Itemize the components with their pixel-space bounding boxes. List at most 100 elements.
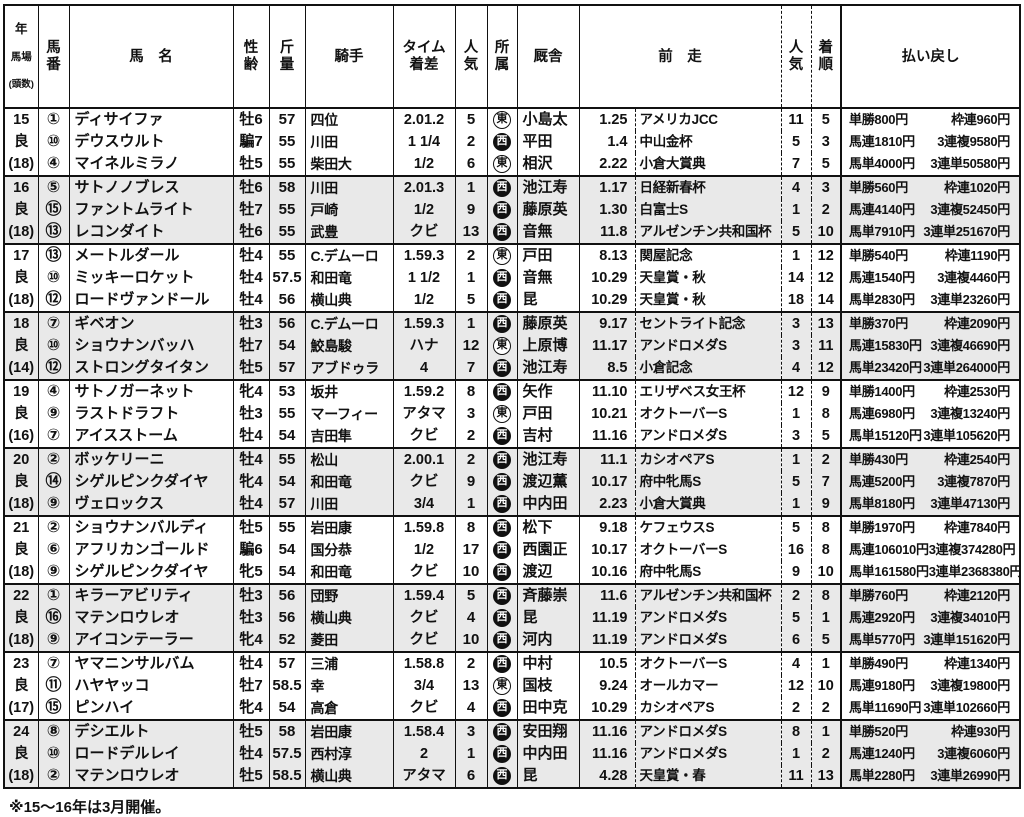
horse-name: メートルダール (68, 243, 234, 268)
time-margin: 1.59.4 (392, 583, 456, 608)
payout: 馬単15120円 3連単105620円 (840, 425, 1021, 449)
sex-age: 牡3 (232, 607, 270, 630)
popularity: 5 (454, 107, 488, 132)
stable: 西園正 (516, 539, 580, 562)
payout-pair: 単勝490円 枠連1340円 (843, 654, 1019, 675)
weight: 57.5 (268, 743, 306, 766)
track-condition: 良 (3, 539, 39, 562)
prev-race-name: ケフェウスS (634, 515, 782, 540)
payout-pair: 単勝760円 枠連2120円 (843, 586, 1019, 607)
prev-race-name: アメリカJCC (634, 107, 782, 132)
popularity: 8 (454, 379, 488, 404)
weight: 54 (268, 539, 306, 562)
prev-race-name: 日経新春杯 (634, 175, 782, 200)
payout-left: 馬単2280円 (849, 768, 915, 784)
result-row-17-1: 17 ⑬ メートルダール 牡4 55 C.デムーロ 1.59.3 2 東戸田 8.13 関屋記念 1 1… (3, 243, 1021, 268)
payout-right: 枠連1340円 (944, 656, 1010, 672)
west-affiliation-badge: 西 (493, 291, 511, 310)
west-affiliation-badge: 西 (493, 609, 511, 628)
prev-popularity: 5 (780, 471, 812, 494)
prev-race-name: 白富士S (634, 199, 782, 222)
payout-left: 馬単161580円 (849, 564, 929, 580)
prev-popularity: 1 (780, 243, 812, 268)
weight: 55 (268, 403, 306, 426)
prev-race-name: 天皇賞・秋 (634, 267, 782, 290)
prev-popularity: 12 (780, 379, 812, 404)
horse-name: ヤマニンサルバム (68, 651, 234, 676)
payout: 馬単5770円 3連単151620円 (840, 629, 1021, 653)
prev-finish: 8 (810, 403, 842, 426)
prev-popularity: 1 (780, 493, 812, 517)
jockey: 団野 (304, 583, 394, 608)
horse-name: ヴェロックス (68, 493, 234, 517)
result-row-17-3: (18) ⑫ ロードヴァンドール 牡4 56 横山典 1/2 5 西昆 10.29 天皇賞・秋 18 1… (3, 289, 1021, 313)
weight: 54 (268, 697, 306, 721)
stable: 藤原英 (516, 311, 580, 336)
prev-popularity: 4 (780, 651, 812, 676)
horse-name: ロードヴァンドール (68, 289, 234, 313)
affiliation: 西 (486, 697, 518, 721)
payout-pair: 馬連4140円 3連複52450円 (843, 199, 1019, 221)
prev-race-date: 10.17 (578, 471, 636, 494)
prev-race-date: 1.30 (578, 199, 636, 222)
horse-number: ② (37, 447, 70, 472)
payout-right: 3連単26990円 (930, 768, 1010, 784)
prev-race-name: 天皇賞・春 (634, 765, 782, 789)
payout-pair: 馬単11690円 3連単102660円 (843, 697, 1019, 719)
header-jockey: 騎手 (304, 4, 394, 110)
east-affiliation-badge: 東 (493, 247, 511, 266)
weight: 55 (268, 243, 306, 268)
field-size: (18) (3, 221, 39, 245)
horse-name: アイコンテーラー (68, 629, 234, 653)
prev-race-date: 1.25 (578, 107, 636, 132)
horse-number: ⑫ (37, 357, 70, 381)
weight: 58.5 (268, 675, 306, 698)
east-affiliation-badge: 東 (493, 677, 511, 696)
track-condition: 良 (3, 471, 39, 494)
payout-right: 3連複34010円 (930, 610, 1010, 626)
east-affiliation-badge: 東 (493, 337, 511, 356)
result-row-21-3: (18) ⑨ シゲルピンクダイヤ 牝5 54 和田竜 クビ 10 西渡辺 10.16 府中牝馬S 9 1… (3, 561, 1021, 585)
payout-right: 3連単105620円 (923, 428, 1010, 444)
prev-race-date: 1.17 (578, 175, 636, 200)
field-size: (18) (3, 493, 39, 517)
payout: 馬連106010円 3連複374280円 (840, 539, 1021, 562)
payout-right: 枠連2090円 (944, 316, 1010, 332)
time-margin: 1 1/2 (392, 267, 456, 290)
time-margin: クビ (392, 425, 456, 449)
stable: 安田翔 (516, 719, 580, 744)
payout: 馬単2830円 3連単23260円 (840, 289, 1021, 313)
payout-pair: 馬単161580円 3連単2368380円 (843, 561, 1019, 583)
stable: 昆 (516, 289, 580, 313)
weight: 56 (268, 311, 306, 336)
result-row-16-1: 16 ⑤ サトノノブレス 牡6 58 川田 2.01.3 1 西池江寿 1.17 日経新春杯 4 3 単勝… (3, 175, 1021, 200)
prev-race-date: 1.4 (578, 131, 636, 154)
stable: 相沢 (516, 153, 580, 177)
prev-race-name: アンドロメダS (634, 719, 782, 744)
stable: 小島太 (516, 107, 580, 132)
prev-popularity: 6 (780, 629, 812, 653)
weight: 55 (268, 153, 306, 177)
year-label: 23 (3, 651, 39, 676)
prev-race-date: 11.8 (578, 221, 636, 245)
sex-age: 牝4 (232, 697, 270, 721)
payout-pair: 馬単4000円 3連単50580円 (843, 153, 1019, 175)
west-affiliation-badge: 西 (493, 519, 511, 538)
field-size: (18) (3, 561, 39, 585)
payout-right: 枠連2120円 (944, 588, 1010, 604)
stable: 渡辺 (516, 561, 580, 585)
time-margin: クビ (392, 697, 456, 721)
result-row-21-2: 良 ⑥ アフリカンゴールド 騙6 54 国分恭 1/2 17 西西園正 10.17 オクトーバーS 1… (3, 539, 1021, 562)
popularity: 2 (454, 243, 488, 268)
horse-number: ⑨ (37, 403, 70, 426)
popularity: 2 (454, 447, 488, 472)
prev-finish: 11 (810, 335, 842, 358)
payout-pair: 馬単5770円 3連単151620円 (843, 629, 1019, 651)
prev-finish: 8 (810, 539, 842, 562)
payout: 単勝760円 枠連2120円 (840, 583, 1021, 608)
jockey: 岩田康 (304, 515, 394, 540)
prev-popularity: 1 (780, 199, 812, 222)
payout-pair: 馬連6980円 3連複13240円 (843, 403, 1019, 425)
horse-number: ⑨ (37, 561, 70, 585)
